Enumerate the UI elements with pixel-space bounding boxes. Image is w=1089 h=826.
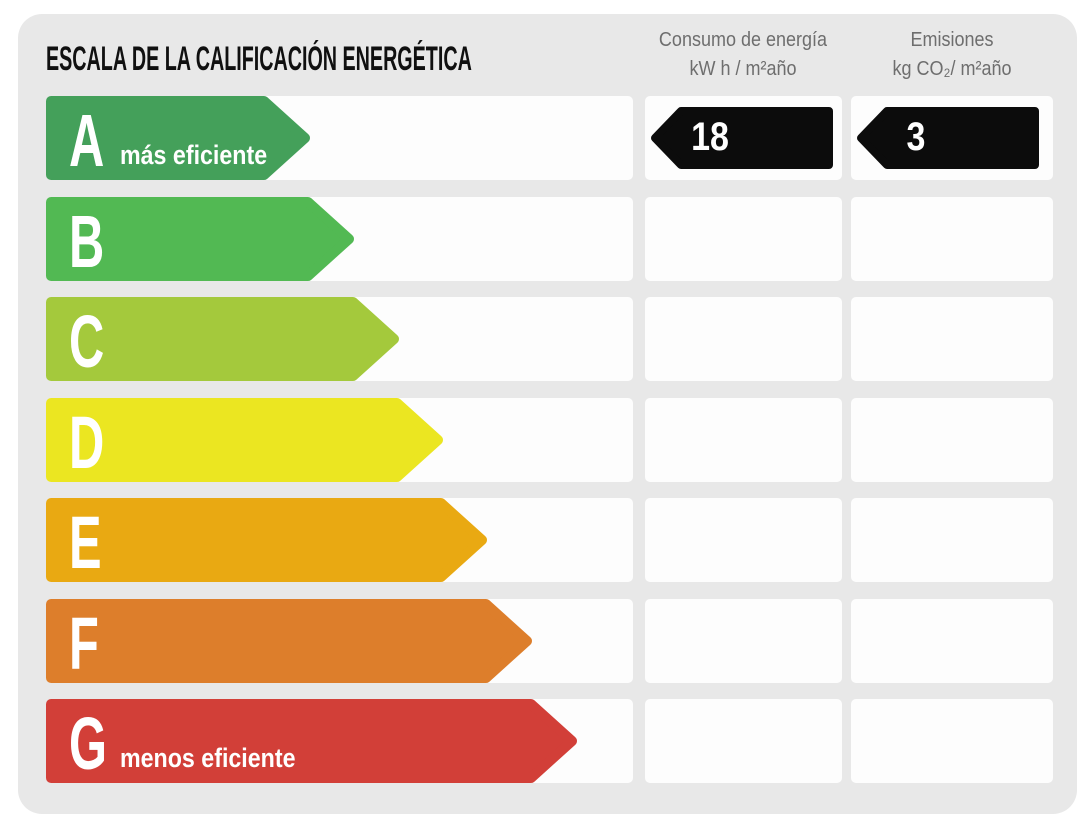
emissions-value-arrow: 3 — [857, 107, 1039, 169]
consumption-header-line1: Consumo de energía — [658, 29, 828, 51]
black-left-arrow-icon — [651, 107, 833, 169]
emissions-header-line2: kg CO₂/ m²año — [892, 58, 1012, 80]
emissions-cell — [851, 599, 1053, 683]
rating-letter: C — [69, 300, 105, 383]
consumption-cell — [645, 699, 842, 783]
scale-row-f: F — [46, 599, 1053, 683]
emissions-cell — [851, 398, 1053, 482]
consumption-cell — [645, 498, 842, 582]
consumption-value: 18 — [691, 115, 729, 160]
rating-letter: G — [69, 702, 107, 785]
rating-bar-arrow-icon — [46, 398, 443, 482]
rating-letter: D — [69, 401, 105, 484]
scale-row-g: G menos eficiente — [46, 699, 1053, 783]
emissions-cell — [851, 297, 1053, 381]
emissions-cell: 3 — [851, 96, 1053, 180]
black-left-arrow-icon — [857, 107, 1039, 169]
consumption-column-header: Consumo de energía kW h / m²año — [643, 26, 843, 84]
rating-bar-arrow-icon — [46, 498, 487, 582]
rating-bar-arrow-icon — [46, 297, 399, 381]
emissions-cell — [851, 699, 1053, 783]
rating-bar-arrow-icon — [46, 96, 310, 180]
rating-note-worst: menos eficiente — [120, 743, 296, 773]
consumption-value-arrow: 18 — [651, 107, 833, 169]
scale-row-b: B — [46, 197, 1053, 281]
scale-row-e: E — [46, 498, 1053, 582]
rating-bar-arrow-icon — [46, 699, 577, 783]
rating-letter: F — [69, 602, 99, 685]
rating-bar-arrow-icon — [46, 197, 354, 281]
scale-row-a: 18 3 A más eficiente — [46, 96, 1053, 180]
page-title: ESCALA DE LA CALIFICACIÓN ENERGÉTICA — [46, 40, 472, 78]
rating-note-best: más eficiente — [120, 140, 268, 170]
emissions-cell — [851, 197, 1053, 281]
consumption-cell — [645, 398, 842, 482]
emissions-cell — [851, 498, 1053, 582]
scale-row-d: D — [46, 398, 1053, 482]
emissions-column-header: Emisiones kg CO₂/ m²año — [851, 26, 1053, 84]
rating-letter: B — [69, 200, 105, 283]
consumption-cell: 18 — [645, 96, 842, 180]
emissions-header-line1: Emisiones — [910, 29, 994, 51]
emissions-value: 3 — [906, 115, 926, 160]
consumption-cell — [645, 197, 842, 281]
consumption-cell — [645, 599, 842, 683]
scale-row-c: C — [46, 297, 1053, 381]
rating-letter: A — [69, 99, 105, 182]
rating-bar-arrow-icon — [46, 599, 532, 683]
rating-letter: E — [69, 501, 102, 584]
consumption-cell — [645, 297, 842, 381]
consumption-header-line2: kW h / m²año — [689, 58, 797, 80]
